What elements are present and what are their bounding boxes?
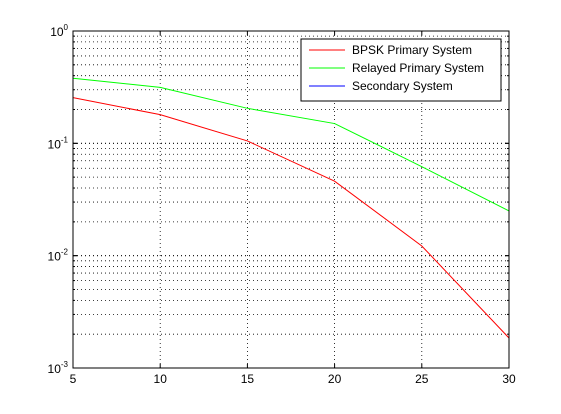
legend-label: BPSK Primary System: [352, 43, 472, 57]
legend: BPSK Primary System Relayed Primary Syste…: [300, 38, 502, 102]
series-line-0: [72, 97, 510, 339]
y-tick-label-exponent: -1: [61, 135, 69, 144]
axes-frame: [72, 30, 510, 369]
x-tick-label: 30: [502, 372, 516, 386]
x-tick-label: 10: [154, 372, 168, 386]
y-tick-label-base: 10: [48, 250, 62, 264]
legend-box: [300, 38, 502, 102]
x-tick-label: 20: [328, 372, 342, 386]
y-tick-label: 10-1: [48, 135, 69, 151]
y-tick-label: 10-2: [48, 248, 69, 264]
y-tick-label-base: 10: [50, 25, 64, 39]
y-tick-label: 10-3: [48, 360, 69, 376]
x-tick-label: 25: [415, 372, 429, 386]
y-tick-label-exponent: 0: [64, 23, 69, 32]
y-tick-label-exponent: -3: [61, 360, 69, 369]
y-tick-label: 100: [50, 23, 68, 39]
legend-label: Relayed Primary System: [352, 61, 484, 75]
legend-label: Secondary System: [352, 79, 453, 93]
y-tick-label-exponent: -2: [61, 248, 69, 257]
grid-lines: [73, 31, 509, 368]
y-tick-label-base: 10: [48, 137, 62, 151]
series-layer: [72, 77, 510, 339]
series-line-1: [72, 77, 510, 212]
y-tick-label-base: 10: [48, 362, 62, 376]
x-tick-label: 5: [70, 372, 77, 386]
x-tick-label: 15: [241, 372, 255, 386]
